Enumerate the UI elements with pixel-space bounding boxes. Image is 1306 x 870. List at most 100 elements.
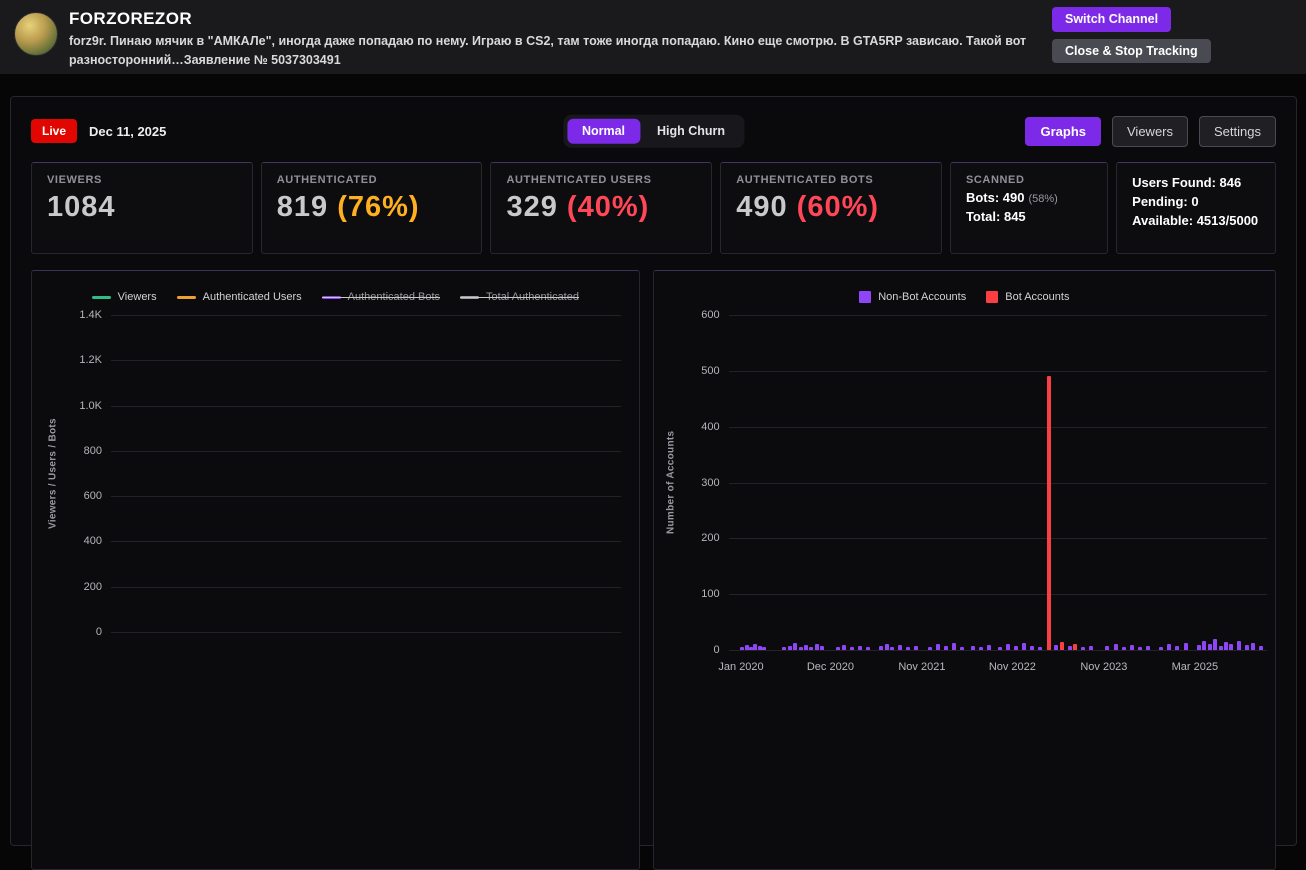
nonbot-accounts-bar (762, 646, 767, 650)
nonbot-accounts-bar (997, 646, 1002, 650)
y-axis-title: Viewers / Users / Bots (47, 418, 59, 529)
nonbot-accounts-bar (1175, 646, 1180, 650)
authenticated-stat-card: AUTHENTICATED 819 (76%) (260, 162, 483, 254)
bot-accounts-bar (1059, 642, 1064, 650)
channel-info: FORZOREZOR forz9r. Пинаю мячик в "АМКАЛе… (69, 9, 1054, 70)
nonbot-accounts-bar (952, 643, 957, 650)
nonbot-accounts-bar (1013, 646, 1018, 650)
bar-chart-plot-wrap: Number of Accounts 600 500 400 300 200 100 0 J… (662, 309, 1267, 673)
controls-row: Live Dec 11, 2025 Normal High Churn Grap… (31, 114, 1276, 148)
nonbot-accounts-bar (820, 646, 825, 650)
nonbot-accounts-bar (740, 646, 745, 650)
mode-normal-button[interactable]: Normal (566, 118, 641, 144)
nonbot-accounts-bar (749, 646, 754, 650)
nonbot-accounts-bar (1213, 639, 1218, 650)
accounts-bar-chart-card: Non-Bot Accounts Bot Accounts Number of A… (652, 270, 1276, 870)
nonbot-accounts-bar (978, 646, 983, 650)
nonbot-accounts-bar (935, 644, 940, 650)
nonbot-accounts-bar (1067, 646, 1072, 650)
bot-accounts-bar (1073, 644, 1078, 650)
close-stop-tracking-button[interactable]: Close & Stop Tracking (1052, 38, 1211, 63)
nonbot-accounts-bar (798, 646, 803, 650)
legend-item-total-authenticated[interactable]: Total Authenticated (460, 291, 579, 303)
scanned-bots-value: Bots: 490 (965, 190, 1025, 205)
y-tick-label: 600 (701, 309, 720, 321)
stat-value: 490 (60%) (736, 193, 926, 222)
legend-item-authenticated-users[interactable]: Authenticated Users (176, 291, 302, 303)
gridline (728, 538, 1267, 540)
legend-swatch (321, 295, 341, 299)
settings-tab-button[interactable]: Settings (1199, 115, 1276, 147)
stat-number: 329 (506, 191, 558, 223)
nonbot-accounts-bar (1245, 644, 1250, 650)
stat-label: VIEWERS (47, 174, 102, 186)
live-badge: Live (31, 119, 78, 143)
gridline (728, 426, 1267, 428)
nonbot-accounts-bar (914, 645, 919, 650)
graphs-tab-button[interactable]: Graphs (1025, 116, 1101, 146)
nonbot-accounts-bar (744, 644, 749, 650)
stat-percent: (60%) (796, 191, 880, 223)
legend-label: Viewers (117, 291, 157, 303)
stream-date: Dec 11, 2025 (89, 123, 167, 139)
viewers-tab-button[interactable]: Viewers (1112, 115, 1189, 147)
stat-label: AUTHENTICATED BOTS (736, 174, 874, 186)
nonbot-accounts-bar (1183, 643, 1188, 650)
y-tick-label: 500 (701, 364, 720, 377)
nonbot-accounts-bar (987, 644, 992, 650)
nonbot-accounts-bar (890, 646, 895, 650)
nonbot-accounts-bar (841, 644, 846, 650)
nonbot-accounts-bar (814, 644, 819, 650)
y-tick-label: 1.2K (79, 354, 102, 367)
gridline (111, 315, 621, 316)
stat-label: AUTHENTICATED (276, 174, 378, 186)
y-tick-label: 200 (701, 532, 720, 545)
line-chart-plot-area (111, 315, 621, 633)
nonbot-accounts-bar (1218, 645, 1223, 650)
nonbot-accounts-bar (1054, 644, 1059, 650)
line-chart-legend: Viewers Authenticated Users Authenticated … (32, 291, 639, 303)
nonbot-accounts-bar (1197, 644, 1201, 650)
nonbot-accounts-bar (906, 646, 911, 650)
legend-swatch (91, 295, 111, 299)
channel-name: FORZOREZOR (69, 9, 192, 28)
nonbot-accounts-bar (1030, 645, 1035, 650)
nonbot-accounts-bar (1159, 646, 1164, 650)
gridline (111, 632, 621, 633)
gridline (728, 370, 1267, 372)
nonbot-accounts-bar (960, 646, 965, 650)
gridline (111, 360, 621, 362)
mode-toggle: Normal High Churn (562, 114, 745, 148)
authenticated-bots-stat-card: AUTHENTICATED BOTS 490 (60%) (720, 162, 942, 254)
charts-row: Viewers Authenticated Users Authenticated … (31, 270, 1276, 870)
viewers-stat-card: VIEWERS 1084 (31, 162, 253, 254)
y-tick-label: 300 (701, 476, 720, 489)
users-found-line: Users Found: 846 (1132, 175, 1242, 190)
channel-description: forz9r. Пинаю мячик в "АМКАЛе", иногда д… (69, 34, 1027, 68)
mode-high-churn-button[interactable]: High Churn (657, 123, 726, 138)
stat-number: 819 (276, 191, 329, 223)
y-tick-label: 200 (83, 580, 102, 593)
nonbot-accounts-bar (836, 646, 841, 650)
gridline (111, 541, 621, 543)
gridline (728, 650, 1267, 651)
legend-label: Authenticated Users (202, 291, 302, 303)
x-tick-label: Nov 2023 (1080, 661, 1128, 673)
nonbot-accounts-bar (753, 643, 758, 650)
legend-item-viewers[interactable]: Viewers (91, 291, 157, 303)
nonbot-accounts-bar (1202, 641, 1207, 650)
legend-item-non-bot-accounts[interactable]: Non-Bot Accounts (859, 291, 966, 303)
nonbot-accounts-bar (1223, 642, 1228, 650)
y-tick-label: 0 (713, 644, 720, 656)
legend-item-authenticated-bots[interactable]: Authenticated Bots (321, 291, 441, 303)
available-line: Available: 4513/5000 (1132, 212, 1259, 228)
nonbot-accounts-bar (1137, 646, 1142, 650)
nonbot-accounts-bar (1250, 642, 1255, 650)
switch-channel-button[interactable]: Switch Channel (1052, 7, 1172, 32)
nonbot-accounts-bar (884, 643, 889, 650)
y-tick-label: 0 (95, 626, 102, 638)
channel-header: FORZOREZOR forz9r. Пинаю мячик в "АМКАЛе… (0, 0, 1306, 74)
legend-item-bot-accounts[interactable]: Bot Accounts (986, 291, 1069, 303)
stat-percent: (40%) (566, 191, 650, 223)
stat-label: AUTHENTICATED USERS (506, 174, 652, 186)
